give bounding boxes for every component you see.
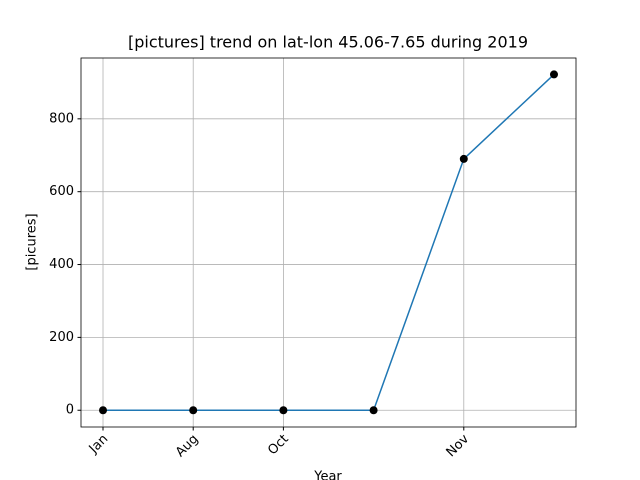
marker	[549, 70, 558, 79]
chart-title: [pictures] trend on lat-lon 45.06-7.65 d…	[128, 33, 528, 52]
x-tick-label: Aug	[173, 432, 202, 461]
y-tick-label: 200	[49, 330, 74, 345]
y-tick-label: 400	[49, 257, 74, 272]
plot-frame	[80, 57, 577, 428]
marker	[189, 406, 198, 415]
y-tick-label: 600	[49, 184, 74, 199]
marker	[99, 406, 108, 415]
x-tick-label: Oct	[265, 432, 292, 459]
marker	[369, 406, 378, 415]
y-tick-label: 0	[66, 403, 74, 418]
line	[103, 73, 555, 411]
marker	[279, 406, 288, 415]
x-axis-label: Year	[313, 470, 342, 480]
x-tick-label: Jan	[86, 432, 111, 457]
y-tick-label: 800	[49, 111, 74, 126]
marker	[459, 154, 468, 163]
x-tick-label: Nov	[444, 431, 473, 460]
y-axis-label: [picures]	[25, 213, 40, 270]
